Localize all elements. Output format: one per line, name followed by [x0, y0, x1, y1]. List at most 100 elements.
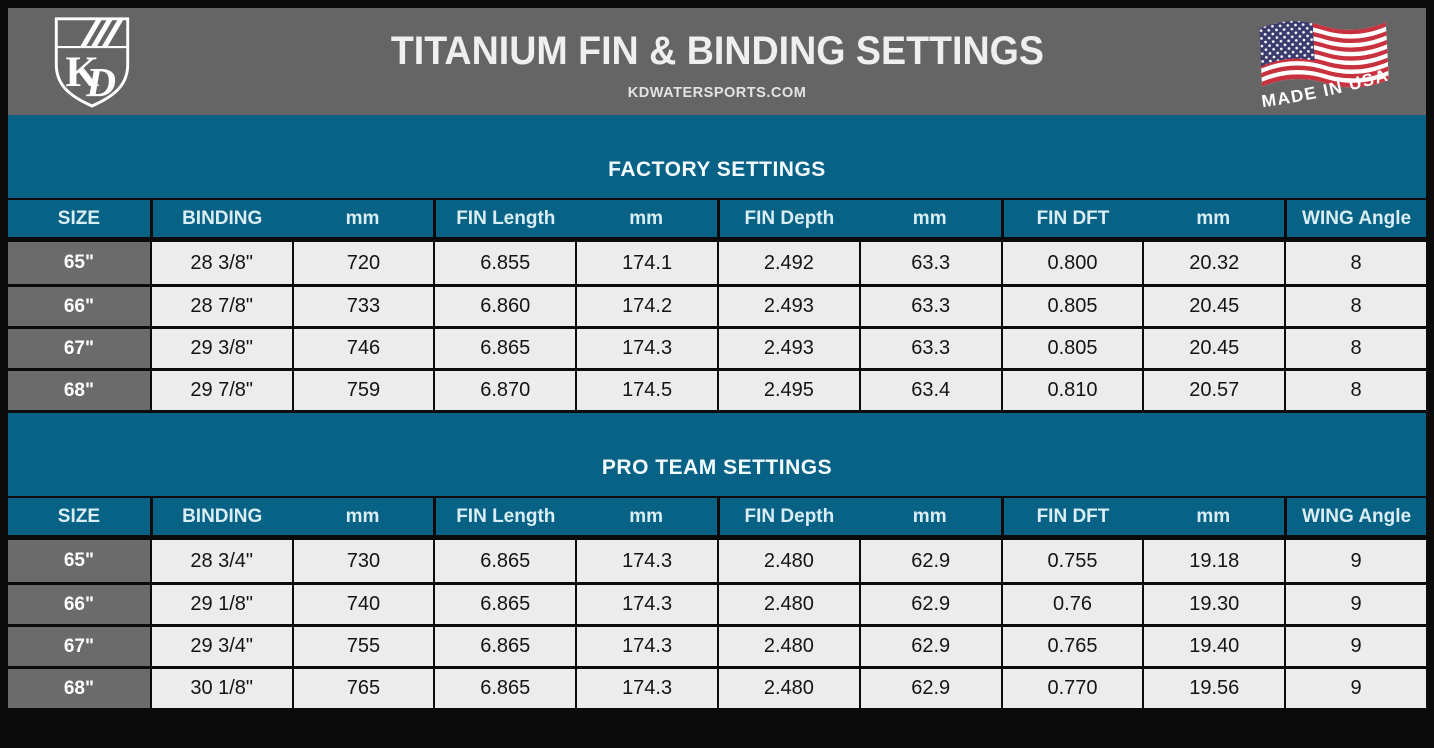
table-row: 66" 29 1/8" 740 6.865 174.3 2.480 62.9 0.76 19.3…: [8, 582, 1426, 624]
column-header: SIZE: [57, 207, 101, 229]
value-cell: 9: [1284, 585, 1426, 624]
value-cell: 174.5: [575, 371, 717, 410]
page-title: TITANIUM FIN & BINDING SETTINGS: [390, 28, 1044, 73]
value-cell: 174.3: [575, 540, 717, 582]
column-header: mm: [345, 505, 380, 527]
size-cell: 68": [8, 669, 150, 708]
value-cell: 174.1: [575, 242, 717, 284]
value-cell: 730: [291, 540, 434, 582]
size-cell: 67": [8, 627, 150, 666]
value-cell: 0.810: [1000, 371, 1143, 410]
column-header: FIN DFT: [1000, 200, 1143, 237]
value-cell: 2.495: [717, 371, 859, 410]
value-cell: 19.56: [1142, 669, 1285, 708]
table-row: 66" 28 7/8" 733 6.860 174.2 2.493 63.3 0.805 20.…: [8, 284, 1426, 326]
size-cell: 68": [8, 371, 150, 410]
table-row: 65" 28 3/8" 720 6.855 174.1 2.492 63.3 0.800 20.…: [8, 242, 1426, 284]
value-cell: 174.3: [575, 585, 717, 624]
value-cell: 733: [291, 287, 434, 326]
value-cell: 746: [291, 329, 434, 368]
value-cell: 765: [291, 669, 434, 708]
value-cell: 28 3/4": [149, 540, 292, 582]
column-header: mm: [912, 505, 947, 527]
value-cell: 174.2: [575, 287, 717, 326]
title-block: TITANIUM FIN & BINDING SETTINGS KDWATERS…: [8, 8, 1426, 115]
value-cell: 174.3: [575, 669, 717, 708]
value-cell: 0.805: [1000, 287, 1143, 326]
value-cell: 6.865: [433, 585, 576, 624]
value-cell: 0.805: [1000, 329, 1143, 368]
column-header: FIN Depth: [717, 200, 859, 237]
value-cell: 20.45: [1142, 329, 1285, 368]
settings-section: PRO TEAM SETTINGS SIZE BINDING mm FIN Lengt…: [8, 410, 1426, 708]
column-header: BINDING: [149, 200, 292, 237]
value-cell: 0.765: [1000, 627, 1143, 666]
table-row: 68" 30 1/8" 765 6.865 174.3 2.480 62.9 0.770 19.…: [8, 666, 1426, 708]
table-row: 67" 29 3/4" 755 6.865 174.3 2.480 62.9 0.765 19.…: [8, 624, 1426, 666]
value-cell: 28 7/8": [149, 287, 292, 326]
value-cell: 9: [1284, 540, 1426, 582]
size-cell: 65": [8, 242, 150, 284]
section-table: SIZE BINDING mm FIN Length mm FIN Depth mm FIN …: [8, 200, 1426, 410]
value-cell: 20.45: [1142, 287, 1285, 326]
value-cell: 29 1/8": [149, 585, 292, 624]
value-cell: 759: [291, 371, 434, 410]
column-header: WING Angle: [1284, 498, 1426, 535]
value-cell: 2.480: [717, 540, 859, 582]
column-header: mm: [345, 207, 380, 229]
value-cell: 29 3/8": [149, 329, 292, 368]
value-cell: 2.493: [717, 329, 859, 368]
value-cell: 2.480: [717, 585, 859, 624]
value-cell: 8: [1284, 329, 1426, 368]
value-cell: 174.3: [575, 329, 717, 368]
value-cell: 20.57: [1142, 371, 1285, 410]
value-cell: 0.76: [1000, 585, 1143, 624]
column-header: WING Angle: [1284, 200, 1426, 237]
value-cell: 6.855: [433, 242, 576, 284]
value-cell: 2.492: [717, 242, 859, 284]
value-cell: 63.3: [858, 287, 1001, 326]
value-cell: 62.9: [858, 540, 1001, 582]
column-header-row: SIZE BINDING mm FIN Length mm FIN Depth mm FIN …: [8, 498, 1426, 540]
section-band: FACTORY SETTINGS: [8, 115, 1426, 200]
value-cell: 2.480: [717, 669, 859, 708]
size-cell: 67": [8, 329, 150, 368]
logo-letter-d: D: [85, 59, 116, 105]
column-header: mm: [1196, 207, 1231, 229]
value-cell: 62.9: [858, 585, 1001, 624]
settings-section: FACTORY SETTINGS SIZE BINDING mm FIN Length…: [8, 115, 1426, 410]
value-cell: 720: [291, 242, 434, 284]
value-cell: 19.40: [1142, 627, 1285, 666]
column-header: FIN Length: [433, 498, 575, 535]
value-cell: 19.30: [1142, 585, 1285, 624]
top-header: K D TITANIUM FIN & BINDING SETTINGS KDWA…: [8, 8, 1426, 115]
value-cell: 2.493: [717, 287, 859, 326]
section-band: PRO TEAM SETTINGS: [8, 410, 1426, 498]
value-cell: 28 3/8": [149, 242, 292, 284]
value-cell: 6.865: [433, 627, 576, 666]
page-subtitle: KDWATERSPORTS.COM: [627, 83, 807, 101]
value-cell: 2.480: [717, 627, 859, 666]
value-cell: 9: [1284, 627, 1426, 666]
value-cell: 6.870: [433, 371, 576, 410]
page: K D TITANIUM FIN & BINDING SETTINGS KDWA…: [8, 8, 1426, 708]
column-header: mm: [1196, 505, 1231, 527]
value-cell: 6.865: [433, 669, 576, 708]
value-cell: 6.865: [433, 540, 576, 582]
value-cell: 63.3: [858, 242, 1001, 284]
table-row: 67" 29 3/8" 746 6.865 174.3 2.493 63.3 0.805 20.…: [8, 326, 1426, 368]
logo-letter-k: K: [65, 49, 99, 96]
section-table: SIZE BINDING mm FIN Length mm FIN Depth mm FIN …: [8, 498, 1426, 708]
value-cell: 0.770: [1000, 669, 1143, 708]
section-title: PRO TEAM SETTINGS: [601, 456, 833, 479]
value-cell: 62.9: [858, 627, 1001, 666]
value-cell: 174.3: [575, 627, 717, 666]
column-header-row: SIZE BINDING mm FIN Length mm FIN Depth mm FIN …: [8, 200, 1426, 242]
column-header: mm: [629, 505, 663, 527]
column-header: mm: [629, 207, 663, 229]
value-cell: 740: [291, 585, 434, 624]
value-cell: 29 7/8": [149, 371, 292, 410]
tables: FACTORY SETTINGS SIZE BINDING mm FIN Length…: [8, 115, 1426, 708]
value-cell: 0.755: [1000, 540, 1143, 582]
made-in-usa-flag-icon: MADE IN USA: [1259, 21, 1389, 111]
